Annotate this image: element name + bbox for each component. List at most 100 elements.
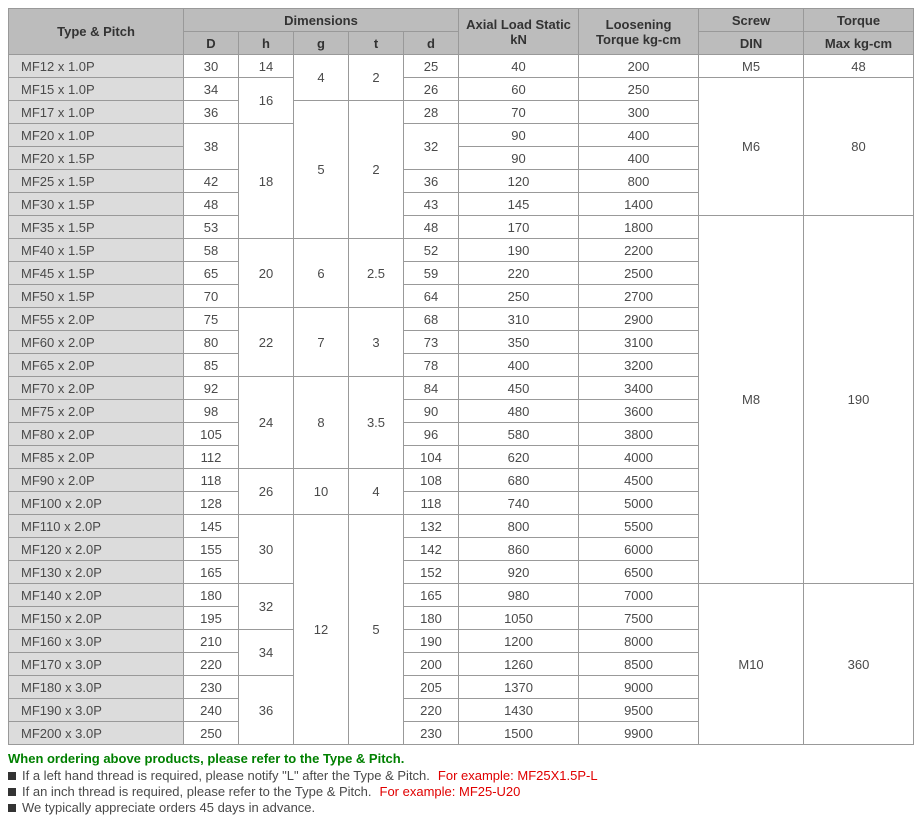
cell-din: M8: [699, 216, 804, 584]
cell-loos: 1400: [579, 193, 699, 216]
table-row: MF140 x 2.0P180321659807000M10360: [9, 584, 914, 607]
cell-type: MF17 x 1.0P: [9, 101, 184, 124]
table-row: MF35 x 1.5P53481701800M8190: [9, 216, 914, 239]
cell-h: 18: [239, 124, 294, 239]
bullet-icon: [8, 804, 16, 812]
cell-axial: 740: [459, 492, 579, 515]
cell-t: 3.5: [349, 377, 404, 469]
cell-D: 75: [184, 308, 239, 331]
cell-loos: 9000: [579, 676, 699, 699]
cell-type: MF65 x 2.0P: [9, 354, 184, 377]
cell-D: 230: [184, 676, 239, 699]
cell-d: 152: [404, 561, 459, 584]
cell-D: 42: [184, 170, 239, 193]
cell-loos: 2500: [579, 262, 699, 285]
cell-type: MF55 x 2.0P: [9, 308, 184, 331]
cell-type: MF70 x 2.0P: [9, 377, 184, 400]
cell-D: 210: [184, 630, 239, 653]
cell-D: 98: [184, 400, 239, 423]
note-item: If a left hand thread is required, pleas…: [8, 768, 912, 783]
cell-d: 200: [404, 653, 459, 676]
cell-t: 2: [349, 55, 404, 101]
cell-loos: 3400: [579, 377, 699, 400]
cell-type: MF160 x 3.0P: [9, 630, 184, 653]
cell-g: 5: [294, 101, 349, 239]
cell-D: 165: [184, 561, 239, 584]
cell-axial: 310: [459, 308, 579, 331]
cell-type: MF130 x 2.0P: [9, 561, 184, 584]
cell-D: 58: [184, 239, 239, 262]
cell-type: MF60 x 2.0P: [9, 331, 184, 354]
cell-din: M5: [699, 55, 804, 78]
cell-loos: 200: [579, 55, 699, 78]
cell-d: 32: [404, 124, 459, 170]
note-item: If an inch thread is required, please re…: [8, 784, 912, 799]
hdr-dimensions: Dimensions: [184, 9, 459, 32]
cell-max: 190: [804, 216, 914, 584]
cell-axial: 1260: [459, 653, 579, 676]
cell-d: 28: [404, 101, 459, 124]
table-header: Type & Pitch Dimensions Axial Load Stati…: [9, 9, 914, 55]
cell-loos: 6500: [579, 561, 699, 584]
cell-axial: 90: [459, 147, 579, 170]
cell-type: MF150 x 2.0P: [9, 607, 184, 630]
hdr-g: g: [294, 32, 349, 55]
cell-type: MF180 x 3.0P: [9, 676, 184, 699]
cell-axial: 1050: [459, 607, 579, 630]
cell-d: 52: [404, 239, 459, 262]
note-text: If an inch thread is required, please re…: [22, 784, 372, 799]
cell-loos: 9500: [579, 699, 699, 722]
cell-d: 73: [404, 331, 459, 354]
cell-D: 34: [184, 78, 239, 101]
cell-d: 180: [404, 607, 459, 630]
cell-axial: 480: [459, 400, 579, 423]
cell-D: 38: [184, 124, 239, 170]
cell-d: 142: [404, 538, 459, 561]
notes-title: When ordering above products, please ref…: [8, 751, 912, 766]
cell-loos: 7000: [579, 584, 699, 607]
cell-type: MF140 x 2.0P: [9, 584, 184, 607]
cell-axial: 580: [459, 423, 579, 446]
cell-axial: 70: [459, 101, 579, 124]
cell-h: 36: [239, 676, 294, 745]
cell-d: 84: [404, 377, 459, 400]
cell-axial: 220: [459, 262, 579, 285]
cell-d: 220: [404, 699, 459, 722]
cell-t: 3: [349, 308, 404, 377]
cell-d: 132: [404, 515, 459, 538]
cell-loos: 4000: [579, 446, 699, 469]
cell-loos: 8500: [579, 653, 699, 676]
cell-loos: 3800: [579, 423, 699, 446]
cell-D: 118: [184, 469, 239, 492]
cell-loos: 3600: [579, 400, 699, 423]
cell-type: MF120 x 2.0P: [9, 538, 184, 561]
cell-axial: 920: [459, 561, 579, 584]
bullet-icon: [8, 772, 16, 780]
cell-loos: 2700: [579, 285, 699, 308]
cell-axial: 860: [459, 538, 579, 561]
cell-axial: 1370: [459, 676, 579, 699]
hdr-loosening: Loosening Torque kg-cm: [579, 9, 699, 55]
cell-type: MF85 x 2.0P: [9, 446, 184, 469]
hdr-t: t: [349, 32, 404, 55]
cell-g: 7: [294, 308, 349, 377]
cell-loos: 8000: [579, 630, 699, 653]
cell-axial: 90: [459, 124, 579, 147]
cell-type: MF20 x 1.0P: [9, 124, 184, 147]
cell-loos: 5500: [579, 515, 699, 538]
cell-d: 96: [404, 423, 459, 446]
cell-g: 8: [294, 377, 349, 469]
cell-g: 12: [294, 515, 349, 745]
cell-loos: 1800: [579, 216, 699, 239]
cell-loos: 400: [579, 124, 699, 147]
cell-axial: 350: [459, 331, 579, 354]
cell-type: MF40 x 1.5P: [9, 239, 184, 262]
cell-loos: 400: [579, 147, 699, 170]
cell-D: 180: [184, 584, 239, 607]
cell-axial: 145: [459, 193, 579, 216]
note-example: For example: MF25-U20: [380, 784, 521, 799]
cell-type: MF45 x 1.5P: [9, 262, 184, 285]
cell-d: 78: [404, 354, 459, 377]
cell-d: 48: [404, 216, 459, 239]
cell-type: MF15 x 1.0P: [9, 78, 184, 101]
